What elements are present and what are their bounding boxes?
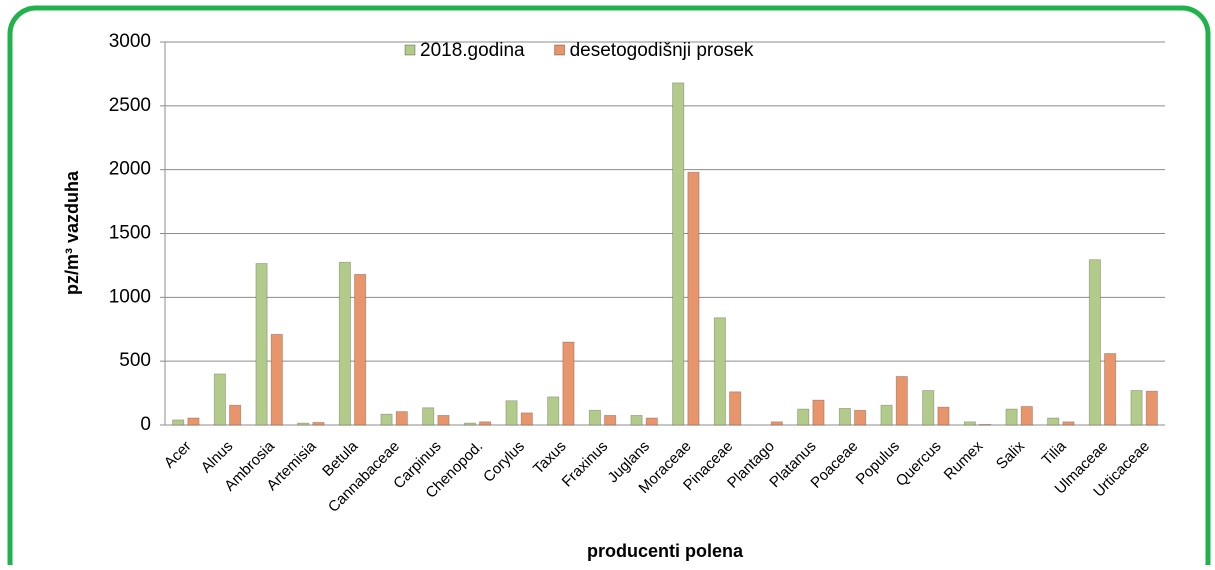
y-tick-label: 1000: [109, 286, 151, 307]
y-tick-label: 2000: [109, 159, 151, 180]
bar: [270, 333, 283, 426]
legend-label: desetogodišnji prosek: [570, 40, 754, 61]
y-tick-label: 3000: [109, 31, 151, 52]
bar: [1047, 417, 1060, 426]
bar: [854, 409, 867, 426]
bar: [1005, 408, 1018, 426]
bar: [729, 391, 742, 426]
frame: [7, 5, 1211, 570]
bar: [895, 376, 908, 426]
bar: [562, 341, 575, 426]
bar: [479, 421, 492, 426]
bar: [338, 261, 351, 426]
bar: [422, 407, 435, 426]
bar: [312, 422, 325, 426]
y-tick-label: 0: [140, 414, 151, 435]
bar: [505, 400, 518, 426]
bar: [213, 373, 226, 426]
bar: [395, 411, 408, 426]
bar: [838, 408, 851, 426]
legend-label: 2018.godina: [420, 40, 525, 61]
bar: [229, 404, 242, 426]
bar: [437, 415, 450, 426]
bar: [588, 409, 601, 426]
y-axis-title: pz/m³ vazduha: [62, 170, 82, 295]
bar: [1062, 421, 1075, 426]
bar: [1145, 390, 1158, 426]
bar: [963, 421, 976, 426]
bar: [979, 423, 992, 426]
bar: [922, 390, 935, 426]
bar: [770, 421, 783, 426]
bar: [630, 415, 643, 426]
legend-swatch: [404, 44, 416, 56]
bar: [880, 404, 893, 426]
bar: [797, 408, 810, 426]
bar: [672, 82, 685, 426]
bar: [172, 419, 185, 426]
bar: [713, 317, 726, 426]
bar: [1088, 259, 1101, 426]
bar: [645, 417, 658, 426]
bar: [1130, 390, 1143, 426]
bar: [380, 413, 393, 426]
bar: [937, 406, 950, 426]
y-tick-label: 2500: [109, 95, 151, 116]
bar: [1104, 353, 1117, 426]
bar: [297, 422, 310, 426]
y-tick-label: 500: [119, 350, 151, 371]
bar: [255, 263, 268, 426]
bar: [463, 422, 476, 426]
bar: [687, 171, 700, 426]
bar: [354, 273, 367, 426]
bar: [547, 396, 560, 426]
bar: [812, 399, 825, 426]
bar: [520, 412, 533, 426]
bar: [187, 417, 200, 426]
x-axis-title: producenti polena: [587, 541, 744, 561]
y-tick-label: 1500: [109, 223, 151, 244]
bar: [604, 415, 617, 426]
bar: [1020, 406, 1033, 426]
legend-swatch: [554, 44, 566, 56]
